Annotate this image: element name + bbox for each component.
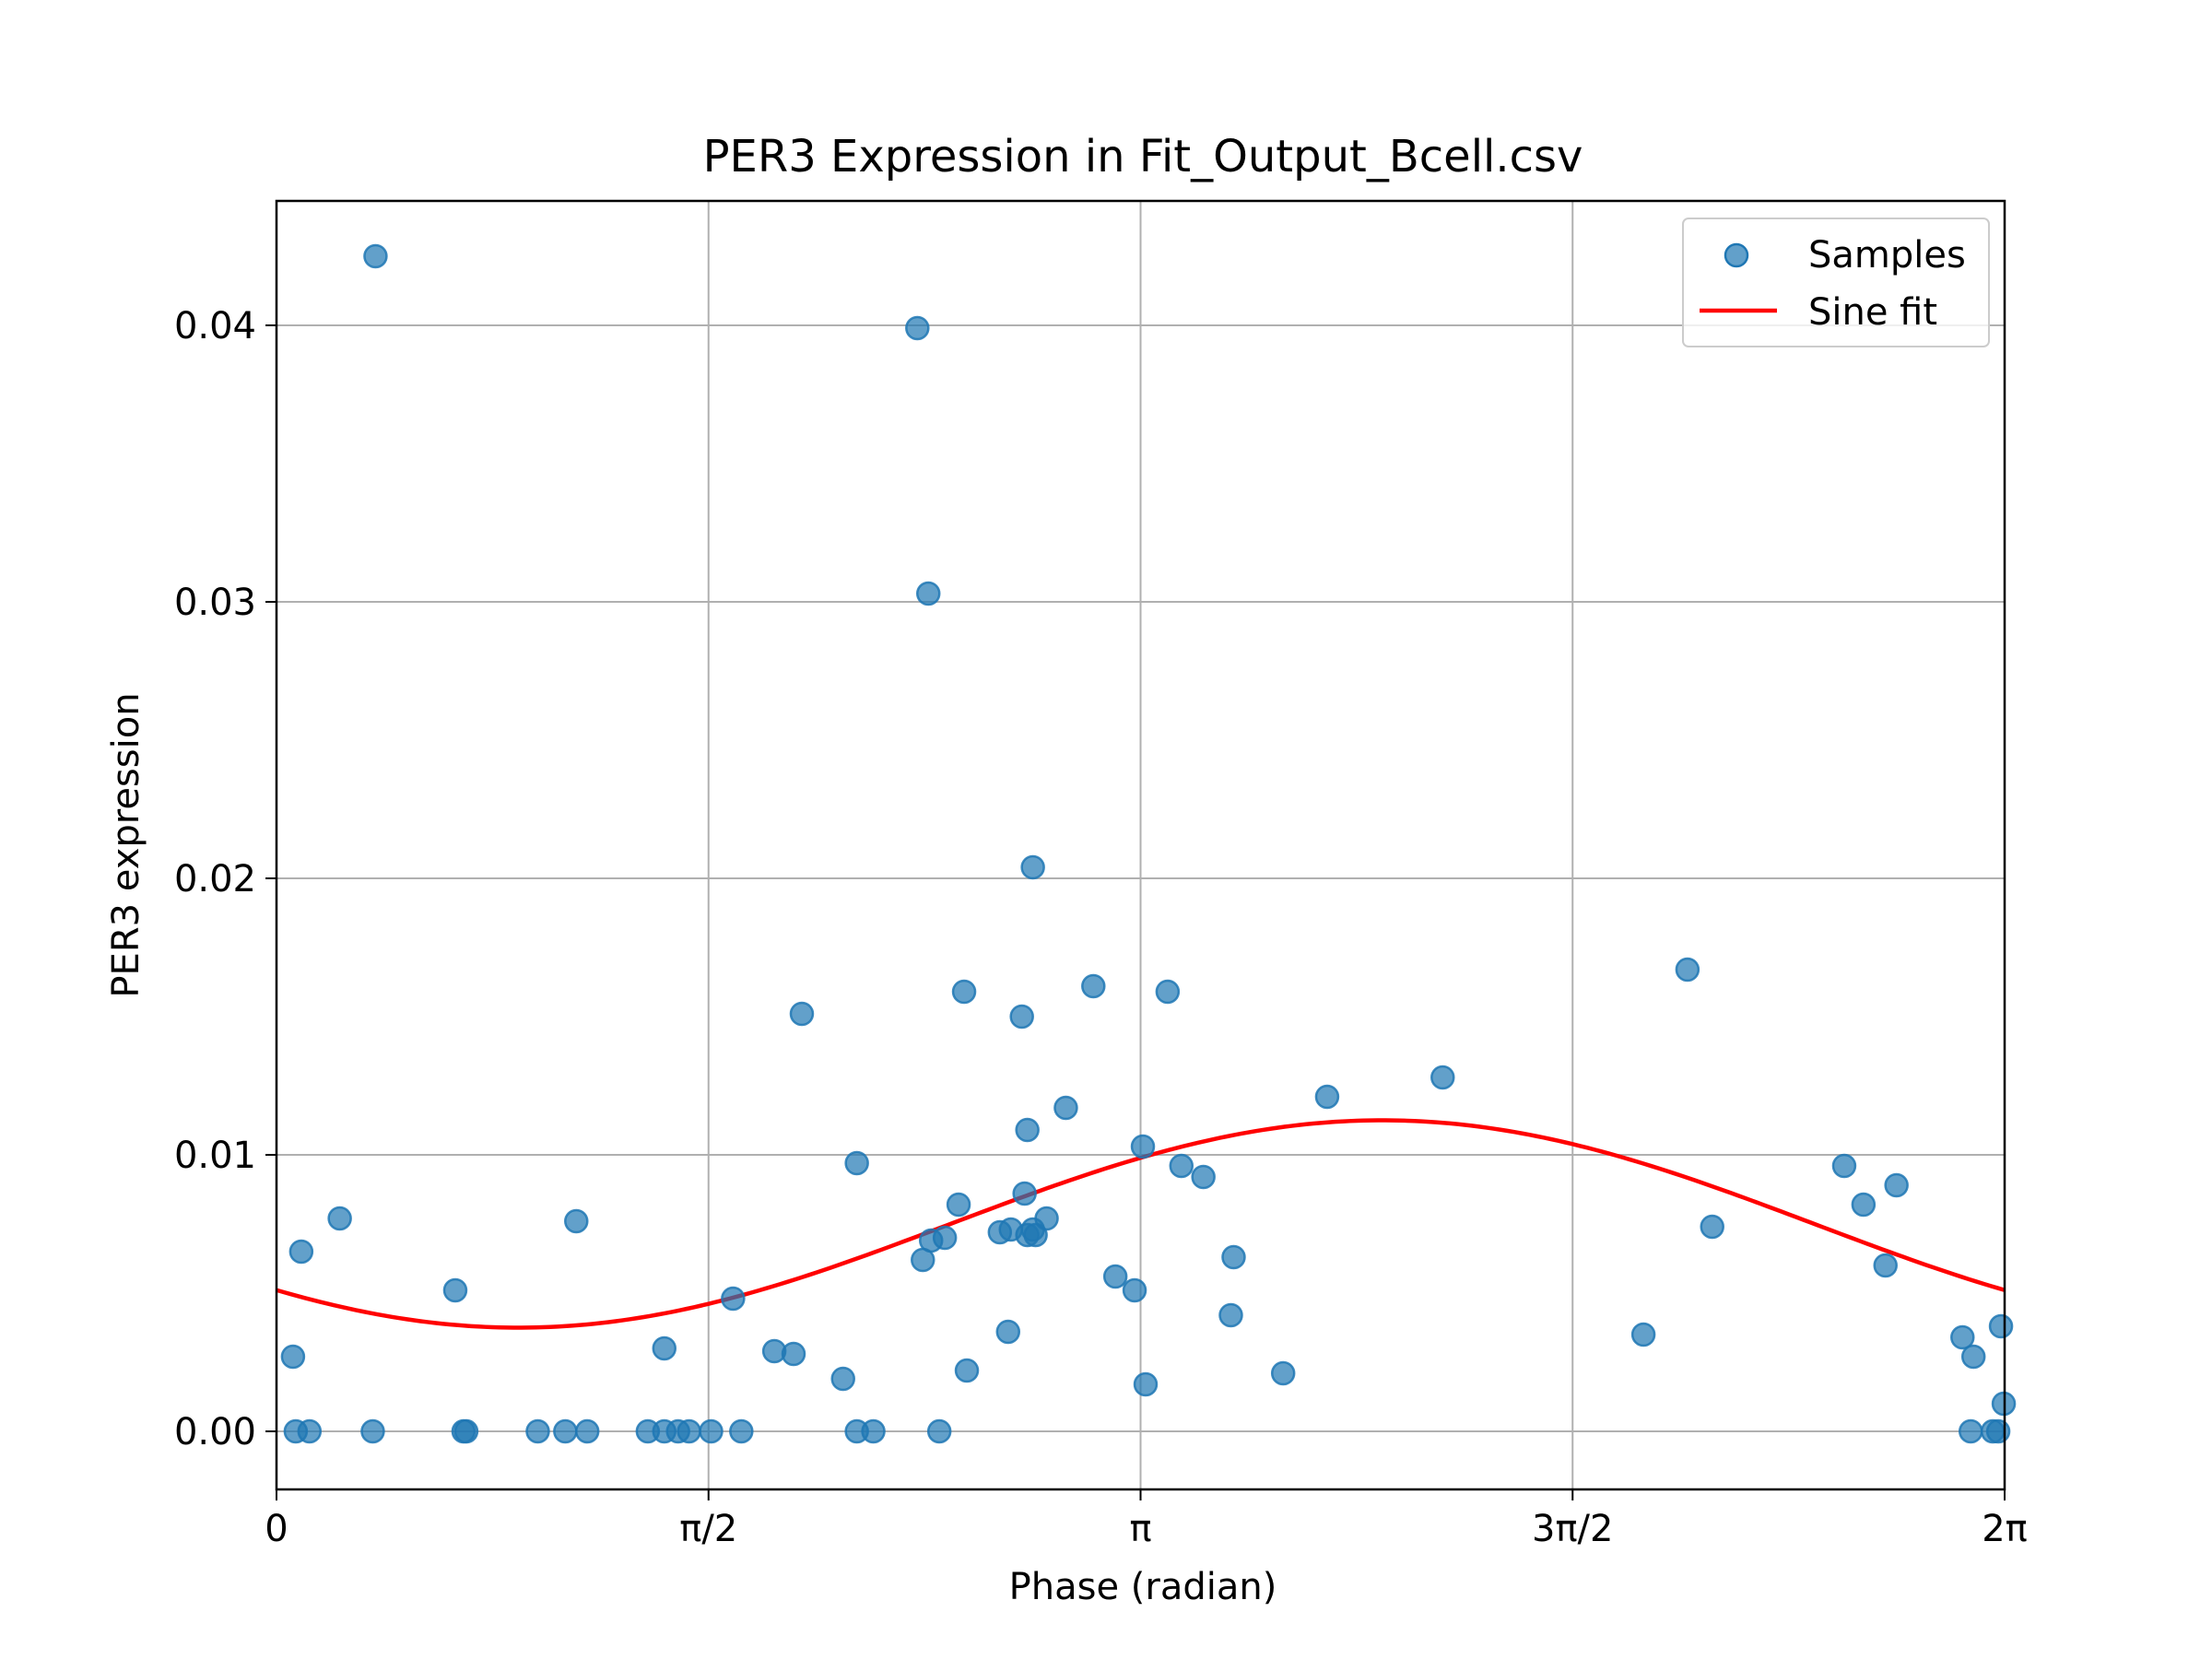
sample-point-69 xyxy=(699,1418,724,1444)
sample-point-76 xyxy=(1985,1418,2011,1444)
x-axis-ticks: 0 π/2 π 3π/2 2π xyxy=(265,1489,2028,1550)
x-tick-label-3: 3π/2 xyxy=(1532,1508,1613,1550)
sample-point-72 xyxy=(861,1418,886,1444)
y-tick-label-1: 0.01 xyxy=(174,1135,256,1177)
sample-point-13 xyxy=(905,315,930,341)
sample-point-46 xyxy=(1630,1322,1656,1347)
sample-point-52 xyxy=(1884,1172,1909,1198)
sample-point-44 xyxy=(1314,1084,1340,1110)
sample-point-64 xyxy=(574,1418,600,1444)
x-tick-label-1: π/2 xyxy=(679,1508,737,1550)
legend-box xyxy=(1682,218,1990,347)
y-tick-label-4: 0.04 xyxy=(174,305,256,347)
sample-point-38 xyxy=(1155,979,1181,1005)
sample-point-43 xyxy=(1270,1360,1296,1386)
sample-point-12 xyxy=(844,1150,869,1176)
sample-point-32 xyxy=(1053,1095,1078,1121)
legend-samples-label: Samples xyxy=(1808,234,1966,276)
sample-point-53 xyxy=(1950,1324,1975,1350)
sample-point-40 xyxy=(1191,1164,1216,1190)
sample-point-68 xyxy=(677,1418,701,1444)
sample-point-25 xyxy=(1012,1181,1037,1206)
sample-point-10 xyxy=(789,1001,815,1027)
sample-point-59 xyxy=(360,1418,385,1444)
sample-point-7 xyxy=(721,1286,746,1312)
sample-point-58 xyxy=(297,1418,323,1444)
x-tick-label-0: 0 xyxy=(265,1508,288,1550)
sample-point-19 xyxy=(951,979,977,1005)
sample-point-5 xyxy=(564,1208,589,1234)
sample-point-30 xyxy=(1023,1222,1048,1248)
y-tick-label-2: 0.02 xyxy=(174,858,256,900)
sample-point-33 xyxy=(1081,973,1106,999)
sample-point-51 xyxy=(1873,1253,1898,1278)
sample-point-54 xyxy=(1960,1344,1986,1370)
sample-point-17 xyxy=(932,1225,958,1251)
legend-sine-fit-label: Sine fit xyxy=(1808,291,1937,334)
sample-points xyxy=(280,243,2017,1444)
y-axis-ticks: 0.00 0.01 0.02 0.03 0.04 xyxy=(174,305,276,1453)
sample-point-11 xyxy=(830,1366,855,1392)
sample-point-70 xyxy=(729,1418,754,1444)
sample-point-62 xyxy=(525,1418,550,1444)
sample-point-41 xyxy=(1218,1302,1243,1328)
sample-point-26 xyxy=(1015,1117,1040,1143)
sample-point-49 xyxy=(1831,1153,1857,1179)
sample-point-73 xyxy=(926,1418,952,1444)
y-tick-label-3: 0.03 xyxy=(174,582,256,624)
sample-point-0 xyxy=(280,1344,306,1370)
sample-point-22 xyxy=(995,1319,1021,1345)
sample-point-63 xyxy=(553,1418,578,1444)
sample-point-42 xyxy=(1221,1244,1246,1270)
y-axis-label: PER3 expression xyxy=(105,692,147,997)
sample-point-39 xyxy=(1169,1153,1194,1179)
sample-point-15 xyxy=(915,581,941,606)
sample-point-20 xyxy=(954,1358,980,1383)
x-tick-label-4: 2π xyxy=(1982,1508,2028,1550)
x-tick-label-2: π xyxy=(1129,1508,1151,1550)
sample-point-29 xyxy=(1020,854,1045,880)
y-tick-label-0: 0.00 xyxy=(174,1411,256,1453)
sample-point-61 xyxy=(453,1418,479,1444)
legend: Samples Sine fit xyxy=(1682,218,1990,347)
sample-point-36 xyxy=(1130,1134,1156,1159)
sample-point-24 xyxy=(1009,1004,1034,1030)
sample-point-47 xyxy=(1675,957,1700,982)
sample-point-55 xyxy=(1988,1313,2014,1339)
chart-title: PER3 Expression in Fit_Output_Bcell.csv xyxy=(703,131,1583,182)
sample-point-9 xyxy=(781,1341,806,1367)
sample-point-50 xyxy=(1851,1192,1877,1218)
sample-point-35 xyxy=(1122,1277,1147,1303)
sample-point-48 xyxy=(1700,1214,1724,1240)
sample-point-6 xyxy=(652,1335,677,1361)
sample-point-4 xyxy=(442,1277,468,1303)
sample-point-37 xyxy=(1133,1371,1159,1397)
legend-samples-marker xyxy=(1724,242,1749,268)
sample-point-18 xyxy=(946,1192,971,1218)
sample-point-3 xyxy=(363,243,388,269)
sample-point-74 xyxy=(1958,1418,1983,1444)
sample-point-31 xyxy=(1034,1206,1059,1231)
sample-point-2 xyxy=(327,1206,352,1231)
sample-point-45 xyxy=(1430,1065,1455,1090)
sample-point-1 xyxy=(288,1239,314,1265)
sample-point-34 xyxy=(1102,1264,1128,1289)
x-axis-label: Phase (radian) xyxy=(1009,1566,1277,1608)
